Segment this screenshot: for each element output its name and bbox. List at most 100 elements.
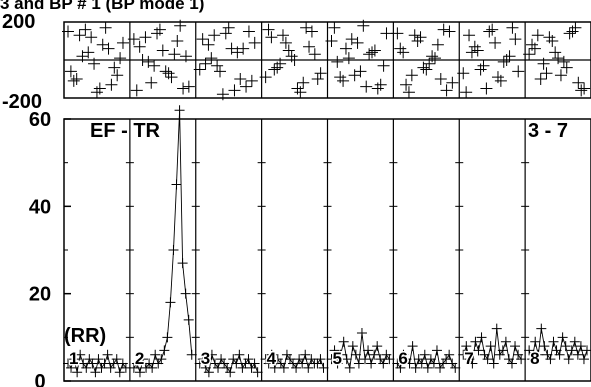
bottom-point <box>557 332 568 343</box>
bottom-point <box>506 358 517 369</box>
top-point <box>537 57 550 70</box>
top-point <box>242 25 255 38</box>
bottom-point <box>366 358 377 369</box>
bottom-point <box>162 332 173 343</box>
top-point <box>357 19 370 32</box>
bottom-point <box>536 323 547 334</box>
top-point <box>566 25 579 38</box>
top-point <box>400 78 413 91</box>
top-point <box>339 42 352 55</box>
top-point <box>308 48 321 61</box>
bottom-point <box>291 362 302 373</box>
bottom-point <box>450 362 461 373</box>
bottom-point <box>159 345 170 356</box>
bottom-series-line <box>397 346 456 370</box>
top-point <box>391 27 404 40</box>
bottom-series-line <box>462 328 522 365</box>
bottom-point <box>131 358 142 369</box>
segment-label: 3 <box>201 349 210 368</box>
top-point <box>557 55 570 68</box>
top-point <box>303 40 316 53</box>
top-point <box>572 76 585 89</box>
bottom-point <box>476 332 487 343</box>
top-point <box>196 33 209 46</box>
bottom-point <box>569 336 580 347</box>
top-point <box>79 23 92 36</box>
top-point <box>426 50 439 63</box>
top-point <box>368 44 381 57</box>
top-point <box>560 61 573 74</box>
top-point <box>177 82 190 95</box>
bottom-point <box>329 345 340 356</box>
top-point <box>285 50 298 63</box>
top-point <box>234 73 247 85</box>
top-point <box>174 19 187 32</box>
segment-label: 5 <box>333 349 342 368</box>
top-point <box>523 48 536 61</box>
bottom-point <box>206 349 217 360</box>
top-point <box>237 42 250 55</box>
bottom-point <box>482 354 493 365</box>
top-point <box>145 76 158 89</box>
top-point <box>127 33 140 46</box>
bottom-point <box>422 362 433 373</box>
top-point <box>354 65 367 78</box>
top-point <box>526 38 539 51</box>
bottom-point <box>470 336 481 347</box>
bottom-point <box>300 349 311 360</box>
bottom-point <box>269 362 280 373</box>
bottom-point <box>378 358 389 369</box>
segment-labels: 1 2 3 4 5 6 7 8 <box>68 348 542 370</box>
top-point <box>73 29 86 42</box>
bottom-point <box>500 336 511 347</box>
bottom-point <box>249 358 260 369</box>
top-point <box>446 76 459 89</box>
top-point <box>153 23 166 36</box>
bottom-point <box>407 341 418 352</box>
bottom-point <box>363 345 374 356</box>
bottom-point <box>341 354 352 365</box>
top-point <box>162 67 175 80</box>
top-point <box>334 71 347 84</box>
top-point <box>259 71 272 84</box>
bottom-point <box>66 362 77 373</box>
top-point <box>82 46 95 59</box>
top-point <box>311 73 324 85</box>
bottom-point <box>473 345 484 356</box>
segment-label: 8 <box>530 349 539 368</box>
bottom-panel: 0 20 40 60 1 2 3 4 5 6 7 8 EF - TR 3 - 7 (RR) <box>29 105 591 387</box>
y-tick-label: 0 <box>34 371 45 387</box>
top-point <box>434 73 447 85</box>
top-point <box>377 59 390 72</box>
top-point <box>136 54 149 66</box>
top-series <box>62 19 591 101</box>
bottom-point <box>326 354 337 365</box>
top-point <box>534 73 547 85</box>
bottom-point <box>461 341 472 352</box>
bottom-point <box>114 367 125 378</box>
top-ytick-max: 200 <box>2 11 35 33</box>
bottom-point <box>231 358 242 369</box>
top-point <box>549 46 562 59</box>
top-point <box>575 84 588 97</box>
top-point <box>199 57 212 70</box>
bottom-point <box>168 245 179 255</box>
bottom-point <box>81 362 92 373</box>
top-point <box>297 76 310 89</box>
annotation-rr: (RR) <box>64 325 106 347</box>
bottom-point <box>428 358 439 369</box>
top-point <box>219 27 232 40</box>
top-point <box>468 40 481 53</box>
top-point <box>314 67 327 80</box>
top-point <box>486 23 499 36</box>
top-point <box>148 59 161 72</box>
bottom-point <box>353 358 364 369</box>
top-point <box>506 21 519 34</box>
bottom-point <box>488 358 499 369</box>
segment-label: 6 <box>398 349 407 368</box>
top-point <box>88 57 101 70</box>
bottom-series-line <box>199 353 259 374</box>
bottom-point <box>303 362 314 373</box>
top-panel: 200 -200 <box>2 11 591 113</box>
bottom-point <box>485 341 496 352</box>
